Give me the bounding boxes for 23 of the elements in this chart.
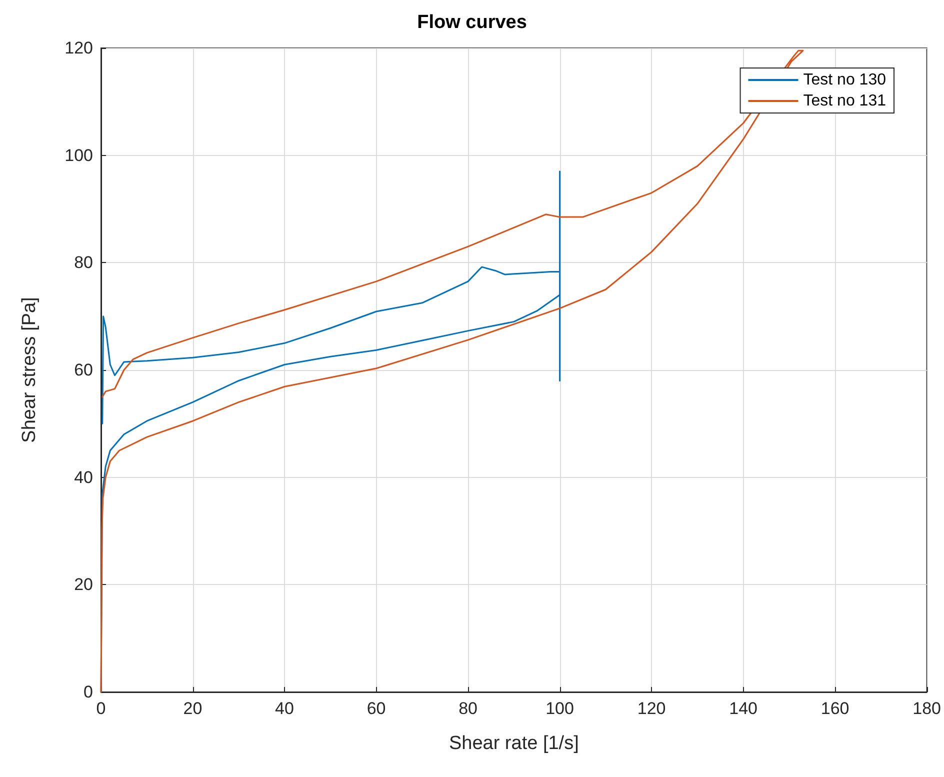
x-axis-title: Shear rate [1/s] [448, 733, 579, 754]
y-tick-label: 20 [74, 575, 93, 594]
legend-label: Test no 131 [803, 92, 886, 110]
x-tick-label: 20 [183, 699, 202, 718]
x-tick-label: 60 [366, 699, 386, 718]
y-tick-label: 60 [74, 360, 93, 380]
y-tick-label: 80 [74, 253, 93, 272]
x-tick-label: 100 [546, 699, 574, 718]
x-tick-label: 160 [820, 699, 850, 718]
x-tick-label: 40 [275, 699, 294, 718]
x-tick-label: 80 [458, 699, 478, 718]
y-tick-label: 0 [84, 682, 93, 702]
chart-title: Flow curves [417, 12, 527, 33]
x-tick-label: 0 [96, 699, 106, 718]
legend-label: Test no 130 [803, 72, 886, 88]
y-tick-label: 40 [74, 468, 93, 487]
line-series [100, 170, 561, 693]
x-tick-label: 120 [637, 699, 666, 718]
y-tick-label: 120 [64, 38, 93, 58]
y-axis-title: Shear stress [Pa] [19, 297, 40, 443]
x-tick-label: 180 [912, 699, 942, 718]
y-tick-label: 100 [64, 146, 93, 165]
x-tick-label: 140 [729, 699, 758, 718]
